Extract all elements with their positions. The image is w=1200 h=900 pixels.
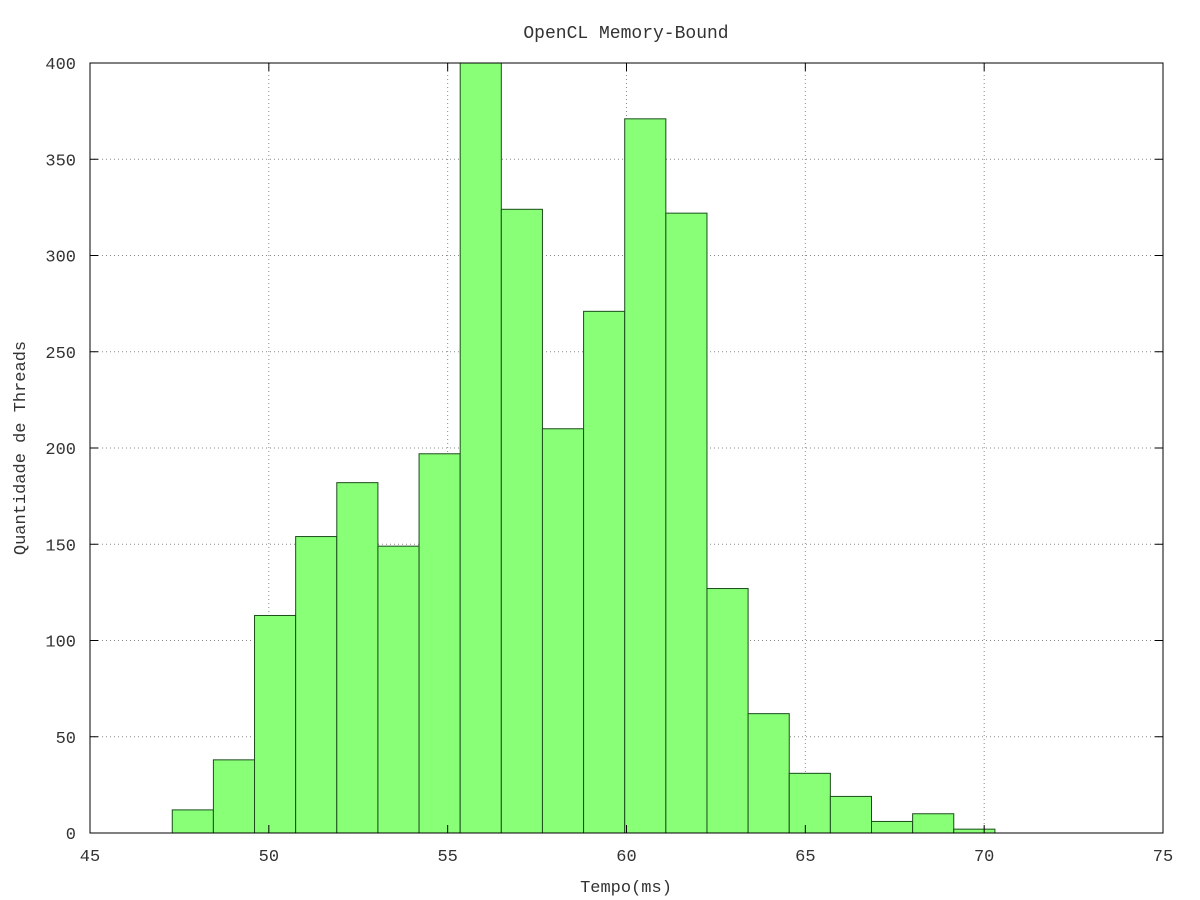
x-tick-label: 75 [1153, 848, 1173, 867]
x-tick-label: 65 [795, 848, 815, 867]
y-tick-label: 350 [45, 152, 76, 171]
x-tick-label: 60 [616, 848, 636, 867]
y-tick-label: 100 [45, 634, 76, 653]
bars [171, 62, 996, 834]
y-tick-label: 150 [45, 537, 76, 556]
y-tick-label: 200 [45, 441, 76, 460]
y-tick-label: 0 [66, 826, 76, 845]
x-tick-label: 45 [80, 848, 100, 867]
histogram-bar [788, 772, 831, 834]
histogram-bar [171, 809, 214, 834]
histogram-bar [459, 62, 502, 834]
histogram-bar [254, 614, 297, 834]
histogram-bar [871, 820, 914, 834]
x-tick-label: 50 [259, 848, 279, 867]
histogram-bar [912, 813, 955, 834]
histogram-bar [418, 453, 461, 834]
histogram-bar [212, 759, 256, 834]
histogram-bar [665, 212, 708, 834]
y-tick-label: 400 [45, 56, 76, 75]
histogram-bar [500, 208, 543, 834]
histogram-bar [295, 536, 338, 834]
histogram-bar [583, 310, 626, 834]
y-tick-label: 50 [56, 730, 76, 749]
tick-labels: 45 50 55 60 65 70 75 0 50 100 150 200 250 300 350 400 [45, 56, 1173, 867]
y-axis-label: Quantidade de Threads [12, 341, 31, 555]
histogram-bar [953, 828, 996, 834]
axis-ticks [89, 62, 1164, 834]
chart-title: OpenCL Memory-Bound [523, 24, 728, 44]
histogram-bar [377, 545, 420, 834]
y-tick-label: 300 [45, 249, 76, 268]
x-tick-label: 55 [437, 848, 457, 867]
histogram-bar [336, 482, 379, 834]
histogram-bar [829, 795, 873, 834]
x-tick-label: 70 [974, 848, 994, 867]
histogram-bar [541, 428, 585, 834]
x-axis-label: Tempo(ms) [580, 879, 672, 898]
histogram-bar [747, 713, 790, 834]
histogram-bar [624, 118, 667, 834]
histogram-bar [706, 588, 749, 834]
y-tick-label: 250 [45, 345, 76, 364]
